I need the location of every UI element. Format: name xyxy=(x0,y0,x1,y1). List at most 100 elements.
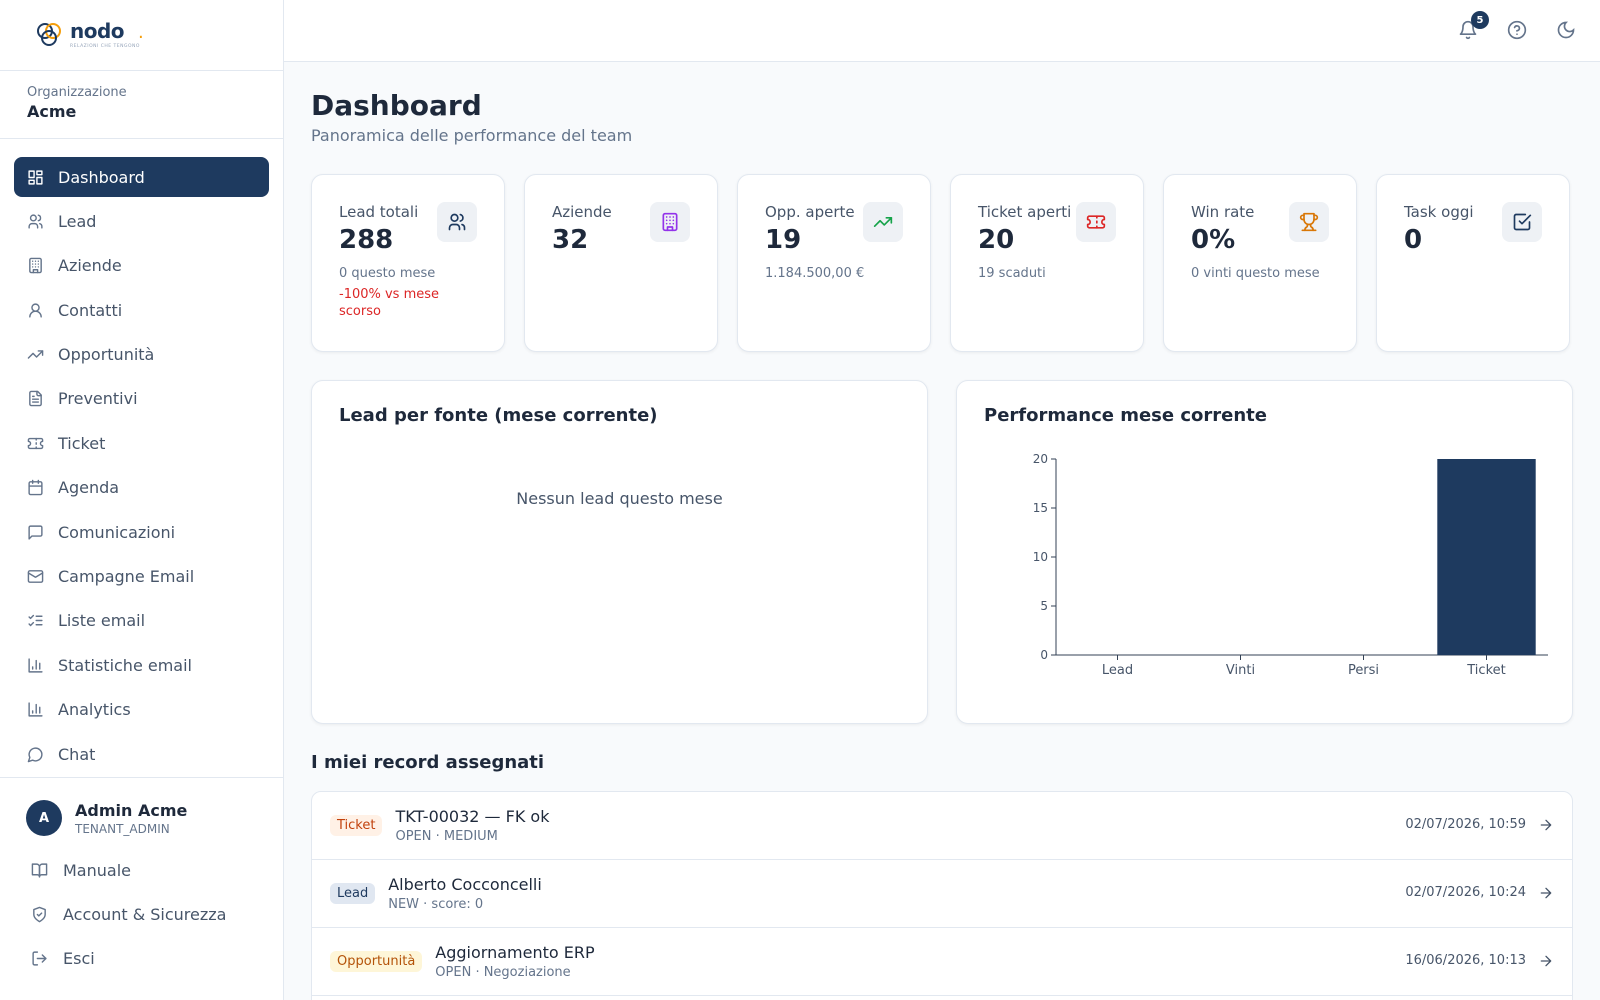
sidebar-item-manuale[interactable]: Manuale xyxy=(26,848,283,892)
kpi-value: 0 xyxy=(1404,225,1423,255)
sidebar-nav: Dashboard Lead Aziende Contatti Opportunità P… xyxy=(0,139,283,774)
sidebar-item-label: Comunicazioni xyxy=(58,522,176,542)
trending-up-icon xyxy=(27,350,44,359)
sidebar-item-liste-email[interactable]: Liste email xyxy=(14,601,269,641)
kpi-label: Win rate xyxy=(1191,203,1255,221)
arrow-right-icon[interactable] xyxy=(1538,817,1554,833)
bar-ticket[interactable] xyxy=(1437,459,1536,655)
arrow-right-icon[interactable] xyxy=(1538,885,1554,901)
check-square-icon xyxy=(1513,213,1532,231)
bar-chart-icon xyxy=(28,658,43,673)
record-type-badge: Opportunità xyxy=(330,951,423,972)
performance-bar-chart: 0 5 10 15 20 Lead Vinti Persi Ticket xyxy=(1033,452,1548,678)
sidebar-item-label: Chat xyxy=(58,744,96,764)
org-name: Acme xyxy=(27,102,77,121)
sidebar-item-analytics[interactable]: Analytics xyxy=(14,690,269,730)
kpi-label: Aziende xyxy=(552,203,612,221)
kpi-card-lead-totali[interactable]: Lead totali 288 0 questo mese -100% vs mese… xyxy=(311,174,505,352)
kpi-subtext: 0 questo mese xyxy=(339,266,436,281)
sidebar-item-lead[interactable]: Lead xyxy=(14,201,269,241)
kpi-value: 19 xyxy=(765,225,802,255)
sidebar-item-label: Manuale xyxy=(63,860,131,880)
calendar-icon xyxy=(28,479,43,496)
message-icon xyxy=(28,525,43,540)
brand-tagline: RELAZIONI CHE TENGONO xyxy=(70,44,140,49)
sidebar-item-label: Dashboard xyxy=(58,167,145,187)
sidebar-item-account-sicurezza[interactable]: Account & Sicurezza xyxy=(26,892,283,936)
kpi-icon-box xyxy=(650,202,690,242)
theme-toggle-button[interactable] xyxy=(1556,20,1576,40)
users-icon xyxy=(448,213,466,231)
sidebar-item-aziende[interactable]: Aziende xyxy=(14,246,269,286)
kpi-card-opp-aperte[interactable]: Opp. aperte 19 1.184.500,00 € xyxy=(737,174,931,352)
sidebar-item-dashboard[interactable]: Dashboard xyxy=(14,157,269,197)
kpi-icon-box xyxy=(1502,202,1542,242)
organization-switcher[interactable]: Organizzazione Acme xyxy=(0,71,283,139)
kpi-cards: Lead totali 288 0 questo mese -100% vs mese… xyxy=(311,174,1570,352)
kpi-subtext: 0 vinti questo mese xyxy=(1191,266,1320,281)
arrow-right-icon[interactable] xyxy=(1538,953,1554,969)
trending-up-icon xyxy=(873,217,893,227)
sidebar-item-opportunit-[interactable]: Opportunità xyxy=(14,335,269,375)
records-title: I miei record assegnati xyxy=(311,752,545,773)
kpi-label: Ticket aperti xyxy=(978,203,1072,221)
record-date: 16/06/2026, 10:13 xyxy=(1405,953,1526,968)
sidebar-item-label: Contatti xyxy=(58,300,123,320)
sidebar-item-agenda[interactable]: Agenda xyxy=(14,468,269,508)
record-date: 02/07/2026, 10:59 xyxy=(1405,817,1526,832)
mail-icon xyxy=(27,570,44,583)
logo[interactable]: nodo. RELAZIONI CHE TENGONO xyxy=(0,0,283,71)
record-type-badge: Ticket xyxy=(330,815,383,836)
chat-icon xyxy=(27,747,43,762)
sidebar-item-label: Aziende xyxy=(58,256,122,276)
book-icon xyxy=(31,862,48,878)
help-circle-icon xyxy=(1507,20,1527,40)
bell-icon xyxy=(1459,20,1477,40)
x-tick-label: Lead xyxy=(1102,663,1133,678)
assigned-records-list: Ticket TKT-00032 — FK ok OPEN · MEDIUM 02/0… xyxy=(311,791,1573,1000)
arrow-right-icon xyxy=(1540,887,1552,899)
sidebar-item-chat[interactable]: Chat xyxy=(14,734,269,774)
logout-icon xyxy=(32,950,47,966)
brand-dot: . xyxy=(138,22,144,43)
user-icon xyxy=(29,303,42,318)
sidebar-item-label: Statistiche email xyxy=(58,655,192,675)
record-title: Aggiornamento ERP xyxy=(435,943,595,962)
y-tick-label: 0 xyxy=(1040,648,1048,662)
kpi-subtext: 1.184.500,00 € xyxy=(765,266,865,281)
kpi-card-aziende[interactable]: Aziende 32 xyxy=(524,174,718,352)
user-profile[interactable]: A Admin Acme TENANT_ADMIN xyxy=(26,788,283,848)
sidebar-item-ticket[interactable]: Ticket xyxy=(14,423,269,463)
kpi-card-ticket-aperti[interactable]: Ticket aperti 20 19 scaduti xyxy=(950,174,1144,352)
moon-icon xyxy=(1557,21,1575,39)
performance-panel: Performance mese corrente 0 5 10 15 20 Lead Vi… xyxy=(956,380,1573,724)
sidebar-item-esci[interactable]: Esci xyxy=(26,936,283,980)
x-tick-label: Vinti xyxy=(1226,663,1255,678)
sidebar-item-label: Ticket xyxy=(58,433,106,453)
sidebar-item-label: Agenda xyxy=(58,478,120,498)
list-item[interactable]: Ticket TKT-00032 — FK ok OPEN · MEDIUM 02/0… xyxy=(312,792,1572,860)
sidebar-item-comunicazioni[interactable]: Comunicazioni xyxy=(14,512,269,552)
sidebar-item-label: Lead xyxy=(58,211,97,231)
notifications-button[interactable]: 5 xyxy=(1458,11,1489,40)
sidebar-item-label: Account & Sicurezza xyxy=(63,904,227,924)
sidebar-item-campagne-email[interactable]: Campagne Email xyxy=(14,557,269,597)
kpi-icon-box xyxy=(863,202,903,242)
kpi-trend: -100% vs mese scorso xyxy=(339,287,440,319)
sidebar-item-statistiche-email[interactable]: Statistiche email xyxy=(14,645,269,685)
list-item[interactable]: Lead Alberto Cocconcelli NEW · score: 0 02/… xyxy=(312,860,1572,928)
y-tick-label: 20 xyxy=(1033,452,1048,466)
kpi-card-task-oggi[interactable]: Task oggi 0 xyxy=(1376,174,1570,352)
kpi-card-win-rate[interactable]: Win rate 0% 0 vinti questo mese xyxy=(1163,174,1357,352)
x-tick-label: Persi xyxy=(1348,663,1379,678)
sidebar-item-preventivi[interactable]: Preventivi xyxy=(14,379,269,419)
list-checks-icon xyxy=(28,615,43,627)
record-meta: NEW · score: 0 xyxy=(388,897,484,912)
kpi-label: Opp. aperte xyxy=(765,203,855,221)
sidebar-item-contatti[interactable]: Contatti xyxy=(14,290,269,330)
x-tick-label: Ticket xyxy=(1466,663,1505,678)
notifications-badge: 5 xyxy=(1471,11,1489,29)
help-button[interactable] xyxy=(1507,20,1527,40)
lead-source-panel: Lead per fonte (mese corrente) Nessun le… xyxy=(311,380,928,724)
list-item[interactable]: Opportunità Aggiornamento ERP OPEN · Negoz… xyxy=(312,928,1572,996)
